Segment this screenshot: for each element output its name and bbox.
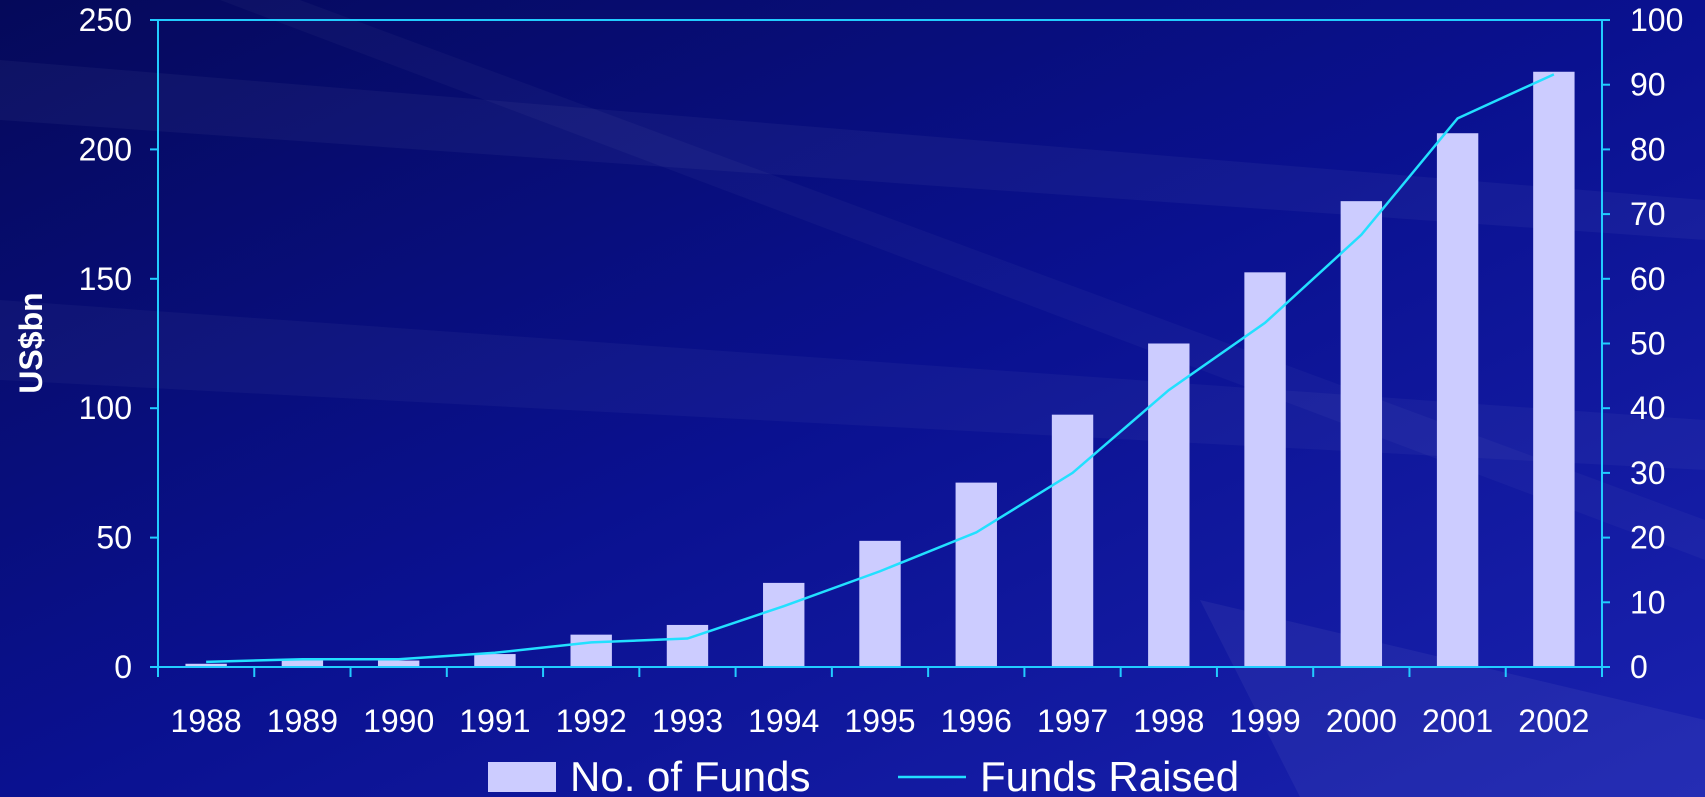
- legend-label-funds: No. of Funds: [570, 753, 810, 797]
- bar-no-of-funds: [763, 582, 805, 667]
- bar-no-of-funds: [1436, 133, 1479, 668]
- x-tick-label: 1995: [844, 703, 915, 739]
- left-tick-label: 100: [79, 390, 132, 426]
- bar-no-of-funds: [1533, 71, 1575, 667]
- bar-no-of-funds: [1244, 272, 1286, 667]
- y-axis-title: US$bn: [13, 292, 49, 393]
- x-tick-label: 1999: [1229, 703, 1300, 739]
- x-tick-label: 2001: [1422, 703, 1493, 739]
- x-tick-label: 1988: [171, 703, 242, 739]
- bar-no-of-funds: [955, 482, 997, 667]
- right-tick-label: 20: [1630, 520, 1666, 556]
- x-tick-label: 1989: [267, 703, 338, 739]
- right-tick-label: 100: [1630, 2, 1683, 38]
- right-tick-label: 10: [1630, 584, 1666, 620]
- x-tick-label: 2000: [1326, 703, 1397, 739]
- x-tick-label: 1990: [363, 703, 434, 739]
- x-tick-label: 1991: [459, 703, 530, 739]
- left-tick-label: 200: [79, 131, 132, 167]
- right-tick-label: 90: [1630, 67, 1666, 103]
- left-tick-label: 250: [79, 2, 132, 38]
- right-tick-label: 80: [1630, 131, 1666, 167]
- bar-no-of-funds: [474, 654, 516, 667]
- right-tick-label: 60: [1630, 261, 1666, 297]
- right-tick-label: 70: [1630, 196, 1666, 232]
- bar-no-of-funds: [570, 634, 612, 667]
- left-tick-label: 0: [114, 649, 132, 685]
- bar-no-of-funds: [377, 660, 420, 667]
- bar-no-of-funds: [1148, 343, 1190, 667]
- right-tick-label: 30: [1630, 455, 1666, 491]
- right-tick-label: 50: [1630, 326, 1666, 362]
- right-tick-label: 40: [1630, 390, 1666, 426]
- right-tick-label: 0: [1630, 649, 1648, 685]
- bar-no-of-funds: [185, 663, 227, 667]
- line-funds-raised: [206, 73, 1555, 664]
- x-tick-label: 1993: [652, 703, 723, 739]
- left-tick-label: 50: [96, 520, 132, 556]
- left-tick-label: 150: [79, 261, 132, 297]
- x-tick-label: 2002: [1518, 703, 1589, 739]
- legend-label-raised: Funds Raised: [980, 753, 1239, 797]
- x-tick-label: 1992: [556, 703, 627, 739]
- bar-no-of-funds: [666, 624, 709, 667]
- x-tick-label: 1998: [1133, 703, 1204, 739]
- bar-no-of-funds: [1340, 201, 1383, 667]
- bar-no-of-funds: [1051, 414, 1094, 667]
- bar-no-of-funds: [281, 660, 324, 667]
- legend: No. of Funds Funds Raised: [488, 753, 1239, 797]
- x-tick-label: 1994: [748, 703, 819, 739]
- bar-no-of-funds: [859, 540, 901, 667]
- x-tick-label: 1996: [941, 703, 1012, 739]
- x-tick-label: 1997: [1037, 703, 1108, 739]
- plot-frame: [157, 19, 1603, 668]
- legend-swatch-funds: [488, 762, 556, 792]
